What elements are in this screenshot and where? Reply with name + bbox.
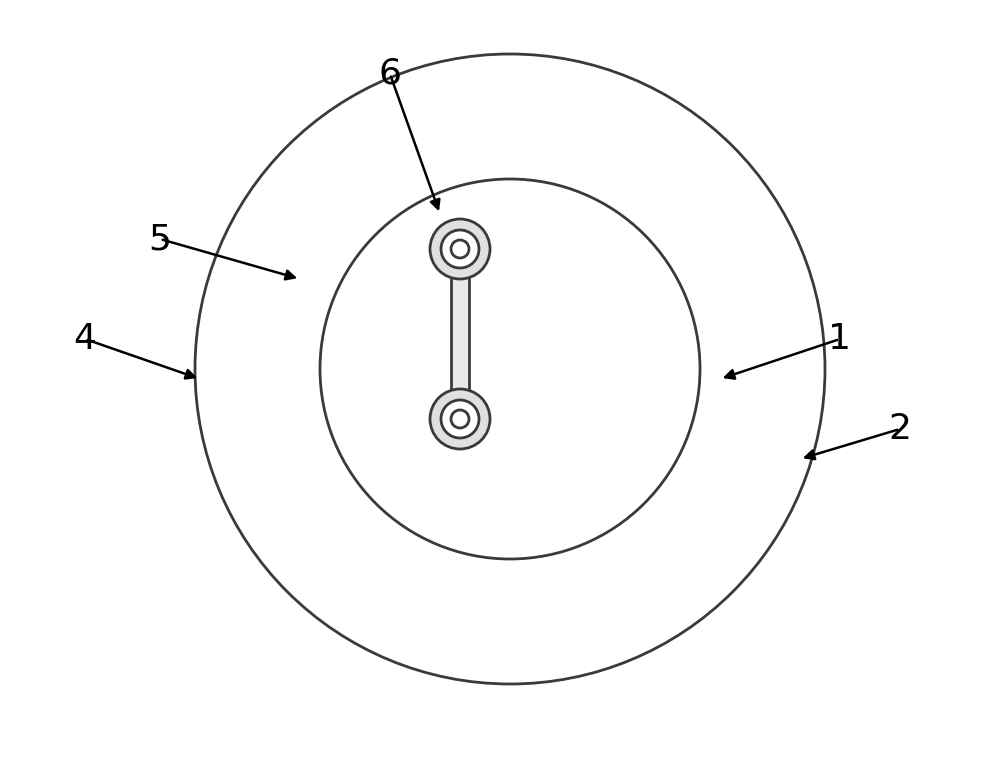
- Circle shape: [441, 230, 479, 268]
- Text: 5: 5: [148, 222, 172, 256]
- Text: 1: 1: [828, 322, 852, 356]
- Circle shape: [441, 400, 479, 438]
- Circle shape: [430, 219, 490, 279]
- Circle shape: [430, 389, 490, 449]
- Text: 4: 4: [74, 322, 96, 356]
- Circle shape: [451, 410, 469, 428]
- Bar: [451, 249, 469, 419]
- Text: 6: 6: [378, 57, 402, 91]
- Text: 2: 2: [889, 412, 912, 446]
- Circle shape: [451, 240, 469, 258]
